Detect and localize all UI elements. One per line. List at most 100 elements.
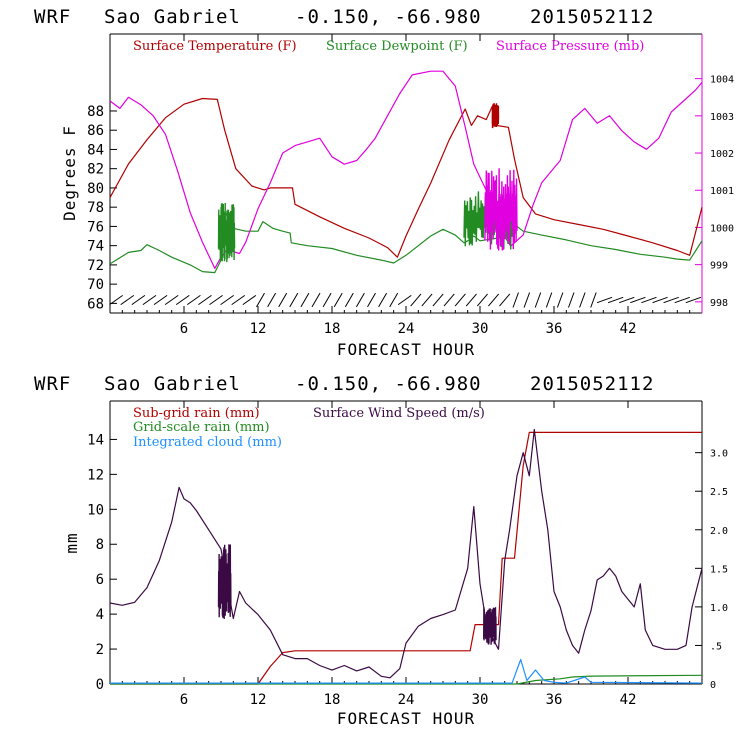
series-line-sub-grid-rain-mm xyxy=(110,431,702,685)
panel1-model: WRF xyxy=(34,6,71,28)
legend-subgrid-rain: Sub-grid rain (mm) xyxy=(133,406,260,421)
wind-barb xyxy=(674,296,690,304)
y-tick-label: 14 xyxy=(87,432,104,448)
wind-barb xyxy=(142,294,157,306)
wind-barb xyxy=(278,292,288,308)
y2-tick-label: 998 xyxy=(710,298,728,309)
wind-barb xyxy=(209,294,223,306)
x-tick-label: 42 xyxy=(620,692,637,708)
wind-barb xyxy=(175,294,190,306)
y2-tick-label: 1003 xyxy=(710,112,734,123)
y2-tick-label: 1000 xyxy=(710,223,734,234)
wind-barb xyxy=(378,292,388,308)
panel1-plot: 6 12 18 24 30 36 42 68 70 72 74 76 78 80 82 84 86 88 998 99… xyxy=(87,33,734,337)
y-tick-label: 78 xyxy=(87,200,104,216)
panel1-header: WRF Sao Gabriel -0.150, -66.980 20150521… xyxy=(34,6,654,28)
panel2-init: 2015052112 xyxy=(530,373,654,395)
panel1-coords: -0.150, -66.980 xyxy=(295,6,482,28)
y-tick-label: 80 xyxy=(87,181,104,197)
y2-tick-label: 3.0 xyxy=(710,449,728,460)
wind-barb xyxy=(619,296,635,304)
wind-barb xyxy=(397,294,412,306)
wind-barb xyxy=(432,293,444,307)
y2-tick-label: 999 xyxy=(710,261,728,272)
wind-barb xyxy=(109,294,123,306)
wind-barb xyxy=(198,294,212,306)
wind-barb xyxy=(120,294,135,306)
y2-tick-label: 1002 xyxy=(710,149,734,160)
y-tick-label: 6 xyxy=(96,572,104,588)
x-tick-label: 30 xyxy=(472,692,489,708)
panel1-ylabel: Degrees F xyxy=(60,125,79,221)
series-line-surface-dewpoint-f xyxy=(109,211,703,274)
wind-barb xyxy=(476,293,488,307)
x-tick-label: 6 xyxy=(180,321,188,337)
y2-tick-label: 2.0 xyxy=(710,526,728,537)
panel2-legend: Sub-grid rain (mm) Grid-scale rain (mm) … xyxy=(133,406,485,450)
y2-tick-label: 1.5 xyxy=(710,564,728,575)
panel1-xlabel: FORECAST HOUR xyxy=(337,340,475,359)
y-tick-label: 68 xyxy=(87,296,104,312)
legend-surface-temperature: Surface Temperature (F) xyxy=(133,39,297,54)
wind-barb xyxy=(131,294,146,306)
wind-barb xyxy=(488,293,500,307)
x-tick-label: 24 xyxy=(398,692,415,708)
wind-barb xyxy=(499,293,511,307)
wind-barb xyxy=(421,293,433,307)
panel1-init: 2015052112 xyxy=(530,6,654,28)
x-tick-label: 12 xyxy=(250,692,267,708)
series-noise-band xyxy=(491,103,500,129)
panel2-header: WRF Sao Gabriel -0.150, -66.980 20150521… xyxy=(34,373,654,395)
panel1-location: Sao Gabriel xyxy=(104,6,241,28)
wind-barb xyxy=(355,292,365,308)
wind-barb xyxy=(663,296,679,304)
wind-barb xyxy=(652,296,668,304)
y-tick-label: 2 xyxy=(96,642,104,658)
x-tick-label: 36 xyxy=(546,692,563,708)
wind-barb xyxy=(596,296,613,304)
x-tick-label: 18 xyxy=(324,692,341,708)
wind-barb xyxy=(187,294,201,306)
y-tick-label: 86 xyxy=(87,123,104,139)
y2-tick-label: .5 xyxy=(710,641,722,652)
wind-barb xyxy=(322,292,332,308)
wind-barb xyxy=(289,292,299,308)
y-tick-label: 74 xyxy=(87,239,104,255)
panel2-xlabel: FORECAST HOUR xyxy=(337,709,475,728)
panel2-model: WRF xyxy=(34,373,71,395)
wind-barb xyxy=(300,292,310,308)
x-tick-label: 12 xyxy=(250,321,267,337)
y-tick-label: 10 xyxy=(87,502,104,518)
series-line-grid-scale-rain-mm xyxy=(110,674,703,685)
y-tick-label: 12 xyxy=(87,467,104,483)
y2-tick-label: 1.0 xyxy=(710,603,728,614)
x-tick-label: 18 xyxy=(324,321,341,337)
wind-barb xyxy=(523,292,531,308)
panel2-plot: 6 12 18 24 30 36 42024681012140.51.01.52.02.53… xyxy=(87,400,728,708)
y-tick-label: 84 xyxy=(87,142,104,158)
panel2-coords: -0.150, -66.980 xyxy=(295,373,482,395)
wind-barb xyxy=(344,292,354,308)
wind-barb xyxy=(512,292,519,308)
y-tick-label: 72 xyxy=(87,258,104,274)
series-line-integrated-cloud-mm xyxy=(110,658,703,684)
series-line-surface-wind-speed-m-s xyxy=(109,428,703,679)
series-line-surface-pressure-mb xyxy=(109,70,703,269)
legend-integrated-cloud: Integrated cloud (mm) xyxy=(133,435,282,450)
y2-tick-label: 0 xyxy=(710,680,716,691)
wind-barb xyxy=(630,296,646,304)
wind-barb xyxy=(242,294,257,306)
legend-surface-pressure: Surface Pressure (mb) xyxy=(496,39,644,54)
y2-tick-label: 2.5 xyxy=(710,487,728,498)
y-tick-label: 4 xyxy=(96,607,104,623)
wind-barb xyxy=(568,292,575,308)
wind-barb xyxy=(685,296,702,304)
series-noise-band xyxy=(217,544,232,620)
wind-barb xyxy=(164,294,179,306)
wind-barb xyxy=(267,292,277,308)
y-tick-label: 8 xyxy=(96,537,104,553)
x-tick-label: 6 xyxy=(180,692,188,708)
wind-barb xyxy=(231,294,246,306)
wind-barb xyxy=(579,292,586,308)
